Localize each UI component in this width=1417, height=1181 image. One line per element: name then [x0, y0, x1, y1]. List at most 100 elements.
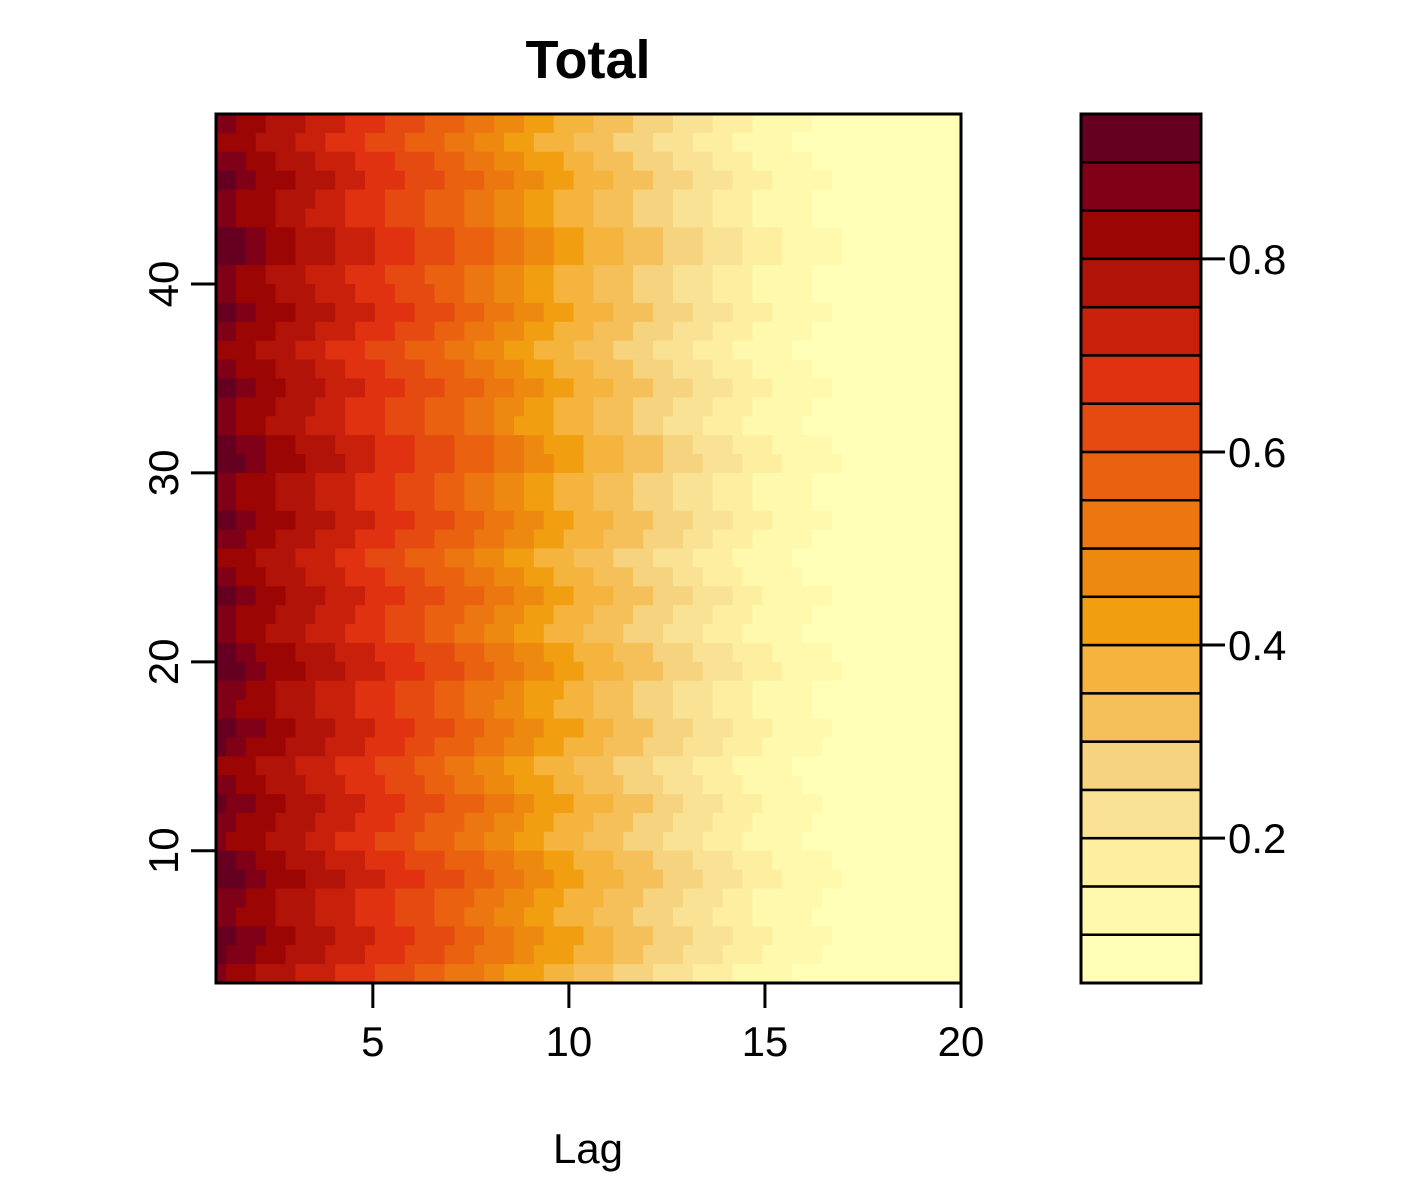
heatmap-cell — [931, 945, 942, 965]
heatmap-cell — [831, 831, 843, 852]
heatmap-cell — [702, 132, 714, 153]
heatmap-cell — [831, 491, 843, 512]
heatmap-cell — [484, 189, 495, 210]
heatmap-cell — [871, 491, 883, 512]
heatmap-cell — [404, 812, 416, 833]
heatmap-cell — [881, 302, 893, 323]
heatmap-cell — [851, 812, 863, 833]
heatmap-cell — [802, 945, 813, 965]
heatmap-cell — [772, 151, 783, 172]
heatmap-cell — [464, 831, 475, 852]
heatmap-cell — [404, 888, 416, 909]
heatmap-cell — [355, 812, 366, 833]
heatmap-cell — [901, 718, 913, 739]
heatmap-cell — [692, 831, 704, 852]
heatmap-cell — [573, 888, 585, 909]
heatmap-cell — [444, 548, 456, 569]
heatmap-cell — [841, 567, 853, 587]
heatmap-cell — [672, 642, 684, 663]
heatmap-cell — [484, 718, 495, 739]
heatmap-cell — [643, 964, 654, 983]
heatmap-cell — [603, 642, 615, 663]
heatmap-cell — [573, 642, 585, 663]
heatmap-cell — [653, 642, 664, 663]
heatmap-cell — [653, 661, 664, 682]
heatmap-cell — [742, 945, 754, 965]
heatmap-cell — [851, 378, 863, 399]
heatmap-cell — [663, 170, 674, 191]
heatmap-cell — [474, 208, 485, 229]
heatmap-cell — [633, 661, 644, 682]
heatmap-cell — [345, 359, 356, 380]
heatmap-cell — [394, 605, 406, 625]
heatmap-cell — [752, 454, 764, 474]
heatmap-cell — [454, 359, 466, 380]
heatmap-cell — [613, 680, 624, 701]
heatmap-cell — [404, 510, 416, 531]
heatmap-cell — [225, 265, 237, 285]
heatmap-cell — [454, 718, 466, 739]
heatmap-cell — [464, 378, 475, 399]
heatmap-cell — [504, 850, 515, 871]
heatmap-cell — [663, 529, 674, 550]
heatmap-cell — [235, 661, 247, 682]
heatmap-cell — [374, 869, 386, 890]
heatmap-cell — [563, 510, 575, 531]
heatmap-cell — [365, 510, 376, 531]
heatmap-cell — [653, 302, 664, 323]
heatmap-cell — [454, 642, 466, 663]
heatmap-cell — [275, 529, 287, 550]
heatmap-cell — [841, 718, 853, 739]
heatmap-cell — [623, 945, 634, 965]
heatmap-cell — [881, 812, 893, 833]
heatmap-cell — [812, 586, 823, 606]
heatmap-cell — [345, 265, 356, 285]
heatmap-cell — [424, 756, 436, 776]
heatmap-cell — [603, 510, 615, 531]
heatmap-cell — [216, 491, 227, 512]
heatmap-cell — [702, 435, 714, 455]
heatmap-cell — [861, 888, 873, 909]
heatmap-cell — [245, 208, 257, 229]
heatmap-cell — [494, 170, 505, 191]
heatmap-cell — [941, 189, 952, 210]
heatmap-cell — [672, 888, 684, 909]
heatmap-cell — [355, 718, 366, 739]
heatmap-cell — [563, 680, 575, 701]
heatmap-cell — [931, 170, 942, 191]
heatmap-cell — [444, 794, 456, 814]
heatmap-cell — [782, 680, 793, 701]
heatmap-cell — [265, 321, 277, 342]
heatmap-cell — [474, 642, 485, 663]
heatmap-cell — [335, 189, 346, 210]
heatmap-cell — [543, 661, 555, 682]
heatmap-cell — [911, 227, 922, 247]
heatmap-cell — [454, 775, 466, 795]
heatmap-cell — [285, 208, 297, 229]
heatmap-cell — [831, 114, 843, 134]
heatmap-cell — [265, 454, 277, 474]
heatmap-cell — [285, 548, 297, 569]
heatmap-cell — [732, 794, 744, 814]
heatmap-cell — [613, 586, 624, 606]
heatmap-cell — [315, 284, 326, 304]
heatmap-cell — [583, 756, 595, 776]
heatmap-cell — [881, 227, 893, 247]
heatmap-cell — [285, 454, 297, 474]
heatmap-cell — [643, 227, 654, 247]
heatmap-cell — [812, 548, 823, 569]
heatmap-cell — [374, 529, 386, 550]
heatmap-cell — [225, 416, 237, 436]
heatmap-cell — [881, 340, 893, 361]
heatmap-cell — [802, 567, 813, 587]
heatmap-cell — [812, 529, 823, 550]
heatmap-cell — [891, 567, 903, 587]
heatmap-cell — [762, 567, 773, 587]
heatmap-cell — [911, 642, 922, 663]
heatmap-cell — [454, 756, 466, 776]
heatmap-cell — [533, 340, 545, 361]
heatmap-cell — [653, 624, 664, 644]
heatmap-cell — [851, 284, 863, 304]
heatmap-cell — [623, 624, 634, 644]
heatmap-cell — [802, 397, 813, 417]
